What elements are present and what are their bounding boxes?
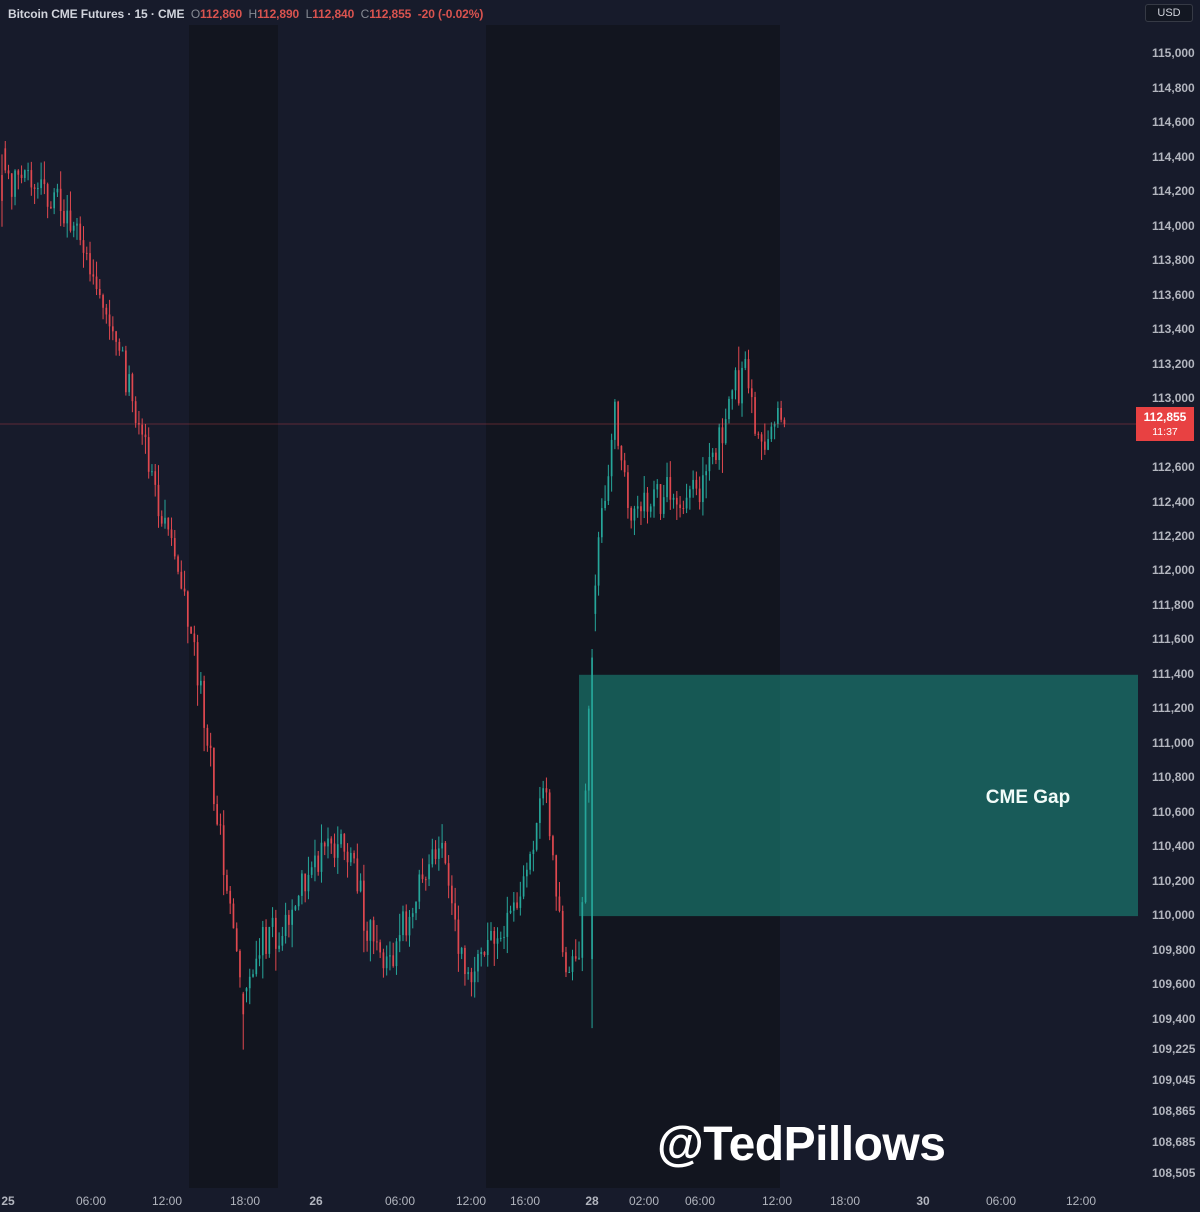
svg-text:CME Gap: CME Gap xyxy=(986,787,1070,808)
